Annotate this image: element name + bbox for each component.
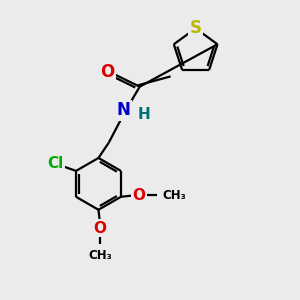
Text: CH₃: CH₃ — [163, 189, 187, 202]
Text: CH₃: CH₃ — [88, 249, 112, 262]
Text: H: H — [138, 107, 151, 122]
Text: O: O — [100, 63, 114, 81]
Text: N: N — [117, 101, 130, 119]
Text: O: O — [93, 220, 106, 236]
Text: Cl: Cl — [47, 156, 64, 171]
Text: O: O — [133, 188, 146, 203]
Text: S: S — [190, 20, 202, 38]
